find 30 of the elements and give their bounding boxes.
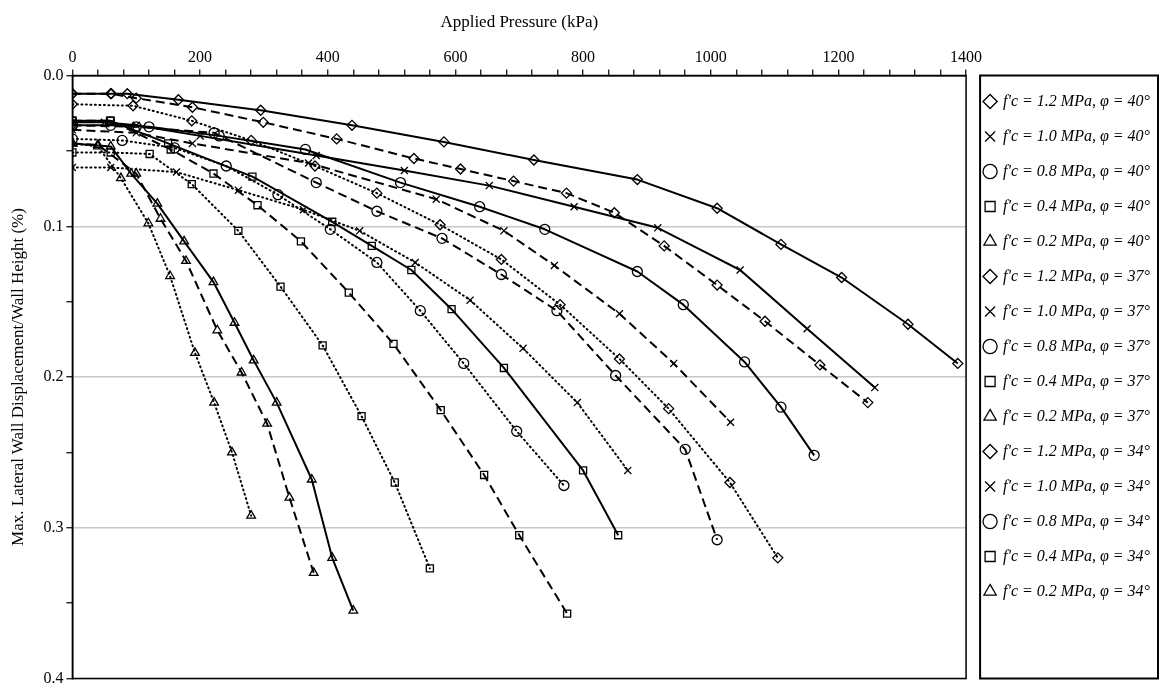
- y-axis-title: Max. Lateral Wall Displacement/Wall Height (%): [7, 208, 27, 546]
- legend-label: f'c = 0.2 MPa, φ = 37°: [1003, 406, 1151, 425]
- x-tick-label: 1200: [822, 47, 855, 65]
- y-tick-label: 0.3: [43, 517, 64, 535]
- legend-label: f'c = 0.8 MPa, φ = 34°: [1003, 511, 1151, 530]
- x-axis-title: Applied Pressure (kPa): [440, 11, 599, 31]
- y-tick-label: 0.4: [43, 668, 64, 686]
- legend-label: f'c = 0.2 MPa, φ = 40°: [1003, 231, 1151, 250]
- legend-label: f'c = 0.2 MPa, φ = 34°: [1003, 581, 1151, 600]
- legend-label: f'c = 1.0 MPa, φ = 37°: [1003, 301, 1151, 320]
- x-tick-label: 1400: [950, 47, 983, 65]
- legend-label: f'c = 0.4 MPa, φ = 40°: [1003, 196, 1151, 215]
- y-tick-label: 0.1: [43, 216, 64, 234]
- x-tick-label: 0: [68, 47, 77, 65]
- legend-label: f'c = 0.8 MPa, φ = 40°: [1003, 161, 1151, 180]
- legend-label: f'c = 0.4 MPa, φ = 34°: [1003, 546, 1151, 565]
- legend-label: f'c = 1.2 MPa, φ = 34°: [1003, 441, 1151, 460]
- x-tick-label: 600: [443, 47, 468, 65]
- y-tick-label: 0.2: [43, 367, 64, 385]
- x-tick-label: 400: [315, 47, 340, 65]
- legend-label: f'c = 1.2 MPa, φ = 40°: [1003, 91, 1151, 110]
- legend-label: f'c = 1.0 MPa, φ = 34°: [1003, 476, 1151, 495]
- legend-label: f'c = 1.2 MPa, φ = 37°: [1003, 266, 1151, 285]
- x-tick-label: 800: [571, 47, 596, 65]
- x-tick-label: 200: [188, 47, 213, 65]
- y-tick-label: 0.0: [43, 65, 64, 83]
- legend-label: f'c = 0.8 MPa, φ = 37°: [1003, 336, 1151, 355]
- x-tick-label: 1000: [694, 47, 727, 65]
- legend-label: f'c = 0.4 MPa, φ = 37°: [1003, 371, 1151, 390]
- legend-label: f'c = 1.0 MPa, φ = 40°: [1003, 126, 1151, 145]
